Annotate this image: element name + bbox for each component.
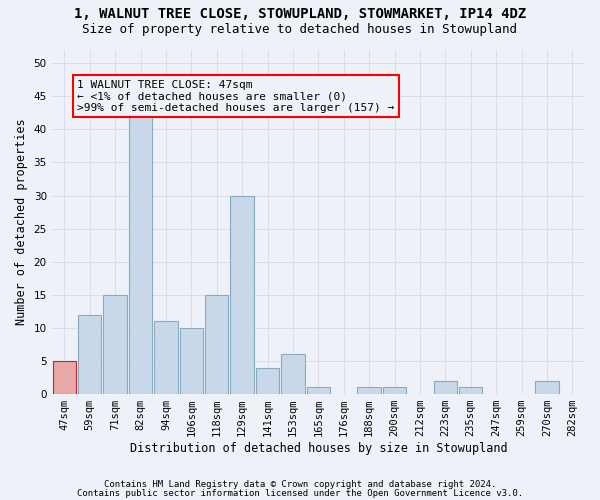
Bar [103, 295, 127, 394]
Bar [154, 322, 178, 394]
Bar [459, 388, 482, 394]
X-axis label: Distribution of detached houses by size in Stowupland: Distribution of detached houses by size … [130, 442, 507, 455]
Bar [179, 328, 203, 394]
Bar [230, 196, 254, 394]
Bar [129, 116, 152, 394]
Bar [78, 314, 101, 394]
Bar [281, 354, 305, 394]
Y-axis label: Number of detached properties: Number of detached properties [15, 118, 28, 326]
Bar [307, 388, 330, 394]
Text: Contains HM Land Registry data © Crown copyright and database right 2024.: Contains HM Land Registry data © Crown c… [104, 480, 496, 489]
Bar [358, 388, 381, 394]
Text: 1 WALNUT TREE CLOSE: 47sqm
← <1% of detached houses are smaller (0)
>99% of semi: 1 WALNUT TREE CLOSE: 47sqm ← <1% of deta… [77, 80, 394, 113]
Bar [383, 388, 406, 394]
Text: Size of property relative to detached houses in Stowupland: Size of property relative to detached ho… [83, 22, 517, 36]
Bar [256, 368, 279, 394]
Bar [205, 295, 229, 394]
Bar [434, 381, 457, 394]
Bar [53, 361, 76, 394]
Text: 1, WALNUT TREE CLOSE, STOWUPLAND, STOWMARKET, IP14 4DZ: 1, WALNUT TREE CLOSE, STOWUPLAND, STOWMA… [74, 8, 526, 22]
Text: Contains public sector information licensed under the Open Government Licence v3: Contains public sector information licen… [77, 488, 523, 498]
Bar [535, 381, 559, 394]
